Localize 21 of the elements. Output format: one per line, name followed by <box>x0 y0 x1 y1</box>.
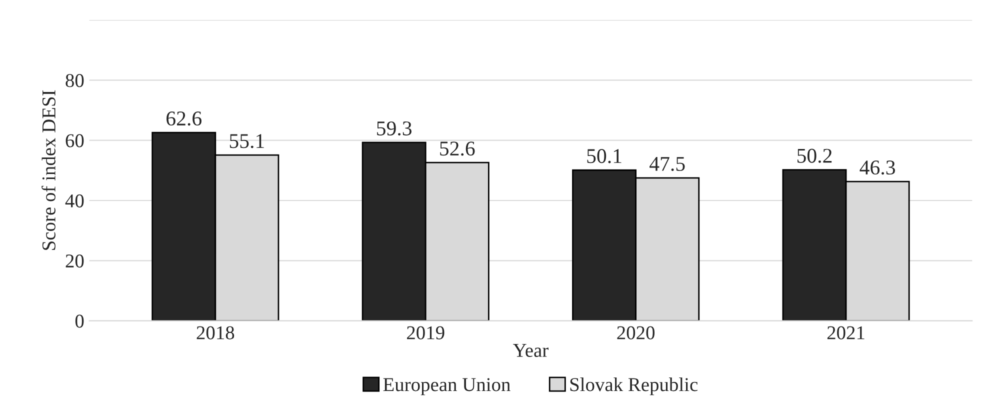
legend-label: European Union <box>383 378 510 396</box>
x-tick-label: 2020 <box>617 326 655 340</box>
y-tick-label: 20 <box>66 254 84 268</box>
data-label: 52.6 <box>440 142 475 156</box>
x-tick-label: 2019 <box>407 326 444 340</box>
x-tick-label: 2018 <box>196 326 234 340</box>
y-tick-label: 40 <box>65 194 84 208</box>
data-label: 62.6 <box>166 112 202 126</box>
y-axis-title: Score of index DESI <box>42 90 56 250</box>
data-label: 55.1 <box>230 134 264 148</box>
data-label: 47.5 <box>650 157 685 172</box>
data-label: 50.1 <box>587 149 622 164</box>
data-label: 46.3 <box>860 160 895 175</box>
x-axis-title: Year <box>513 344 548 357</box>
x-tick-label: 2021 <box>827 326 864 340</box>
legend-label: Slovak Republic <box>570 378 698 396</box>
y-tick-label: 80 <box>66 74 84 88</box>
y-tick-label: 60 <box>66 134 84 148</box>
y-tick-label: 0 <box>75 314 84 328</box>
data-label: 59.3 <box>377 121 412 136</box>
data-label: 50.2 <box>797 148 832 163</box>
